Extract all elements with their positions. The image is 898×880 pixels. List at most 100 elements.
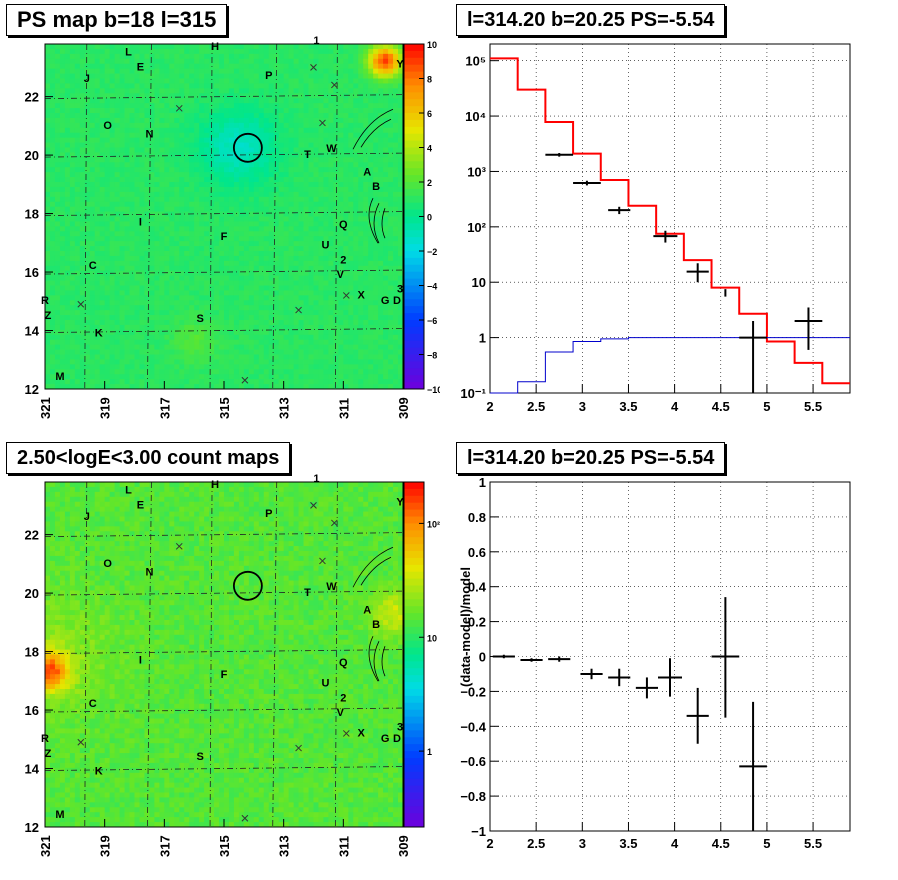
source-label: S (196, 751, 203, 763)
colorbar-band (404, 572, 424, 579)
colorbar-band (404, 361, 424, 368)
residual-point (712, 597, 740, 717)
colorbar-band (404, 710, 424, 717)
source-label: R (41, 295, 49, 307)
x-tick-label: 319 (98, 397, 113, 419)
colorbar-tick-label: −10 (427, 385, 440, 395)
source-label: Y (396, 496, 404, 508)
colorbar-band (404, 786, 424, 793)
x-tick-label: 2.5 (527, 399, 545, 414)
x-tick-label: 5.5 (804, 836, 822, 851)
colorbar-band (404, 675, 424, 682)
y-tick-label: −1 (471, 824, 486, 839)
colorbar-band (404, 530, 424, 537)
colorbar-tick-label: 0 (427, 213, 432, 223)
colorbar-band (404, 341, 424, 348)
colorbar-band (404, 327, 424, 334)
colorbar-band (404, 689, 424, 696)
colorbar-band (404, 154, 424, 161)
colorbar-tick-label: −8 (427, 351, 437, 361)
colorbar-band (404, 592, 424, 599)
colorbar-band (404, 223, 424, 230)
x-tick-label: 313 (277, 397, 292, 419)
colorbar-band (404, 544, 424, 551)
source-label: 2 (340, 254, 346, 266)
x-tick-label: 5 (763, 399, 770, 414)
colorbar-band (404, 368, 424, 375)
colorbar-band (404, 724, 424, 731)
source-label: G (381, 733, 390, 745)
colorbar-band (404, 292, 424, 299)
x-tick-label: 319 (98, 835, 113, 857)
colorbar-band (404, 793, 424, 800)
y-tick-label: 20 (25, 148, 39, 163)
colorbar-band (404, 230, 424, 237)
colorbar-band (404, 489, 424, 496)
source-label: H (211, 41, 219, 53)
y-tick-label: 10⁴ (465, 109, 486, 124)
y-tick-label: 10 (472, 275, 486, 290)
y-tick-label: 1 (479, 475, 486, 490)
source-label: 3 (397, 284, 403, 296)
source-label: Z (45, 310, 52, 322)
colorbar-band (404, 606, 424, 613)
x-tick-label: 317 (157, 397, 172, 419)
y-tick-label: 0.6 (468, 545, 486, 560)
colorbar-band (404, 189, 424, 196)
colorbar-band (404, 299, 424, 306)
y-tick-label: 14 (25, 762, 40, 777)
plot-frame (490, 44, 850, 393)
residual-point (580, 669, 602, 679)
colorbar-band (404, 203, 424, 210)
colorbar-band (404, 286, 424, 293)
residual-point (739, 702, 767, 831)
y-tick-label: 10⁻¹ (460, 386, 486, 401)
residual-point (608, 669, 630, 686)
y-tick-label: −0.4 (460, 719, 486, 734)
colorbar-tick-label: 10 (427, 633, 437, 643)
x-tick-label: 321 (38, 835, 53, 857)
x-tick-label: 3 (579, 836, 586, 851)
y-tick-label: 20 (25, 586, 39, 601)
colorbar-band (404, 382, 424, 389)
residual-point (658, 658, 682, 696)
colorbar-band (404, 620, 424, 627)
spectrum-grid (490, 44, 850, 393)
x-tick-label: 4.5 (712, 836, 730, 851)
source-label: X (358, 289, 366, 301)
y-tick-label: 18 (25, 645, 39, 660)
colorbar-band (404, 279, 424, 286)
source-label: E (137, 61, 144, 73)
x-tick-label: 5 (763, 836, 770, 851)
source-label: E (137, 499, 144, 511)
source-label: M (55, 371, 64, 383)
colorbar-band (404, 648, 424, 655)
count-map-title: 2.50<logE<3.00 count maps (6, 442, 290, 474)
colorbar-band (404, 72, 424, 79)
y-tick-label: −0.8 (460, 789, 486, 804)
colorbar-tick-label: 1 (427, 747, 432, 757)
source-label: L (125, 47, 132, 59)
colorbar-band (404, 641, 424, 648)
source-label: R (41, 733, 49, 745)
data-point (687, 263, 709, 282)
source-label: D (393, 733, 401, 745)
source-label: O (103, 558, 112, 570)
colorbar-band (404, 320, 424, 327)
colorbar-band (404, 744, 424, 751)
colorbar-band (404, 113, 424, 120)
colorbar-band (404, 258, 424, 265)
colorbar-tick-label: 10 (427, 40, 437, 50)
y-tick-label: 14 (25, 324, 40, 339)
source-label: N (145, 567, 153, 579)
colorbar-band (404, 517, 424, 524)
colorbar-band (404, 551, 424, 558)
source-label: 1 (313, 35, 319, 47)
background-histogram (490, 338, 850, 393)
colorbar-band (404, 106, 424, 113)
x-tick-label: 311 (336, 836, 351, 857)
source-label: W (326, 581, 337, 593)
source-label: P (265, 70, 272, 82)
